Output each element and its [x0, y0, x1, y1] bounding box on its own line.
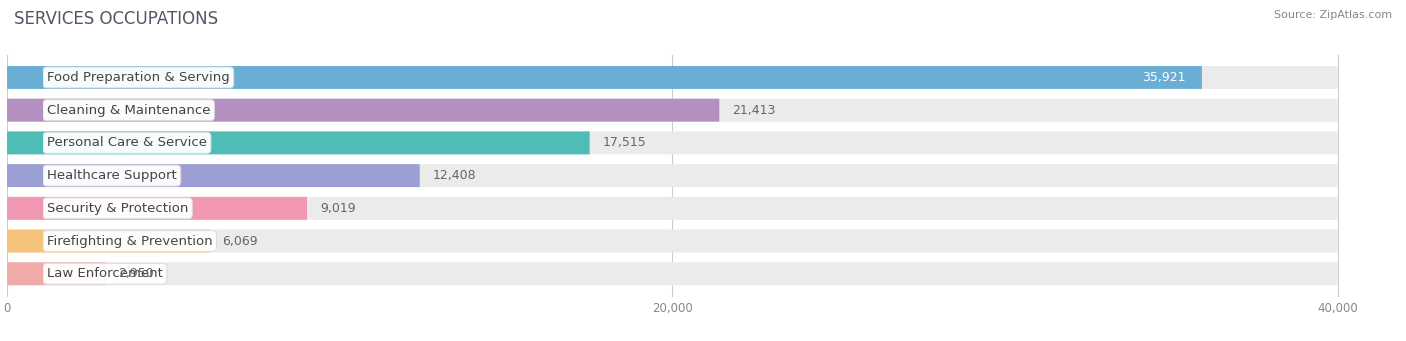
Text: Security & Protection: Security & Protection: [46, 202, 188, 215]
Text: 21,413: 21,413: [733, 104, 776, 117]
FancyBboxPatch shape: [7, 262, 1337, 285]
FancyBboxPatch shape: [7, 99, 720, 122]
Text: 2,950: 2,950: [118, 267, 155, 280]
Text: 6,069: 6,069: [222, 235, 257, 248]
Text: Personal Care & Service: Personal Care & Service: [46, 136, 207, 149]
FancyBboxPatch shape: [7, 164, 1337, 187]
Text: 35,921: 35,921: [1142, 71, 1185, 84]
FancyBboxPatch shape: [7, 99, 1337, 122]
FancyBboxPatch shape: [7, 262, 105, 285]
FancyBboxPatch shape: [7, 131, 589, 154]
Text: 17,515: 17,515: [603, 136, 647, 149]
FancyBboxPatch shape: [7, 229, 209, 252]
Text: SERVICES OCCUPATIONS: SERVICES OCCUPATIONS: [14, 10, 218, 28]
FancyBboxPatch shape: [7, 197, 1337, 220]
Text: Cleaning & Maintenance: Cleaning & Maintenance: [46, 104, 211, 117]
Text: Healthcare Support: Healthcare Support: [46, 169, 177, 182]
Text: Source: ZipAtlas.com: Source: ZipAtlas.com: [1274, 10, 1392, 20]
FancyBboxPatch shape: [7, 131, 1337, 154]
FancyBboxPatch shape: [7, 164, 420, 187]
FancyBboxPatch shape: [7, 197, 307, 220]
Text: 12,408: 12,408: [433, 169, 477, 182]
Text: Food Preparation & Serving: Food Preparation & Serving: [46, 71, 229, 84]
FancyBboxPatch shape: [7, 66, 1337, 89]
Text: Firefighting & Prevention: Firefighting & Prevention: [46, 235, 212, 248]
FancyBboxPatch shape: [7, 66, 1202, 89]
Text: Law Enforcement: Law Enforcement: [46, 267, 163, 280]
FancyBboxPatch shape: [7, 229, 1337, 252]
Text: 9,019: 9,019: [321, 202, 356, 215]
